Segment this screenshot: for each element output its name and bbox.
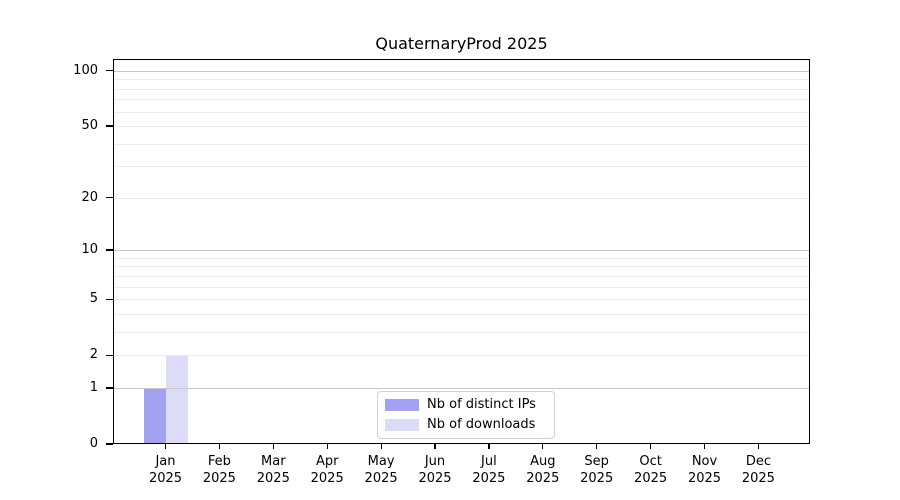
x-tick-month: Jun (424, 454, 446, 469)
y-tick-label: 5 (89, 291, 98, 307)
minor-gridline (113, 79, 810, 81)
y-tick-mark (106, 249, 113, 251)
chart-title: QuaternaryProd 2025 (375, 34, 548, 53)
y-tick-mark (106, 443, 113, 445)
x-tick-month: Feb (207, 454, 231, 469)
x-tick-year: 2025 (634, 471, 668, 486)
plot-area (113, 59, 810, 444)
x-tick-label-jul: Jul 2025 (457, 453, 521, 487)
x-tick-mark (326, 444, 328, 449)
y-tick-label: 1 (89, 379, 98, 395)
y-tick-label: 100 (73, 62, 98, 78)
minor-gridline (113, 299, 810, 301)
x-tick-year: 2025 (202, 471, 236, 486)
x-tick-month: Dec (745, 454, 771, 469)
minor-gridline (113, 197, 810, 199)
y-tick-mark (106, 197, 113, 199)
minor-gridline (113, 88, 810, 90)
legend-label-distinct-ips: Nb of distinct IPs (427, 397, 536, 412)
minor-gridline (113, 257, 810, 259)
x-tick-label-jun: Jun 2025 (403, 453, 467, 487)
x-tick-label-apr: Apr 2025 (295, 453, 359, 487)
y-tick-mark (106, 70, 113, 72)
x-tick-label-sep: Sep 2025 (565, 453, 629, 487)
minor-gridline (113, 99, 810, 101)
x-tick-mark (380, 444, 382, 449)
legend: Nb of distinct IPs Nb of downloads (377, 391, 555, 439)
x-tick-label-oct: Oct 2025 (619, 453, 683, 487)
x-tick-label-jan: Jan 2025 (134, 453, 198, 487)
minor-gridline (113, 355, 810, 357)
x-tick-year: 2025 (256, 471, 290, 486)
x-tick-mark (434, 444, 436, 449)
minor-gridline (113, 126, 810, 128)
minor-gridline (113, 143, 810, 145)
x-tick-month: Mar (261, 454, 286, 469)
minor-gridline (113, 286, 810, 288)
x-tick-label-nov: Nov 2025 (673, 453, 737, 487)
x-tick-mark (650, 444, 652, 449)
minor-gridline (113, 313, 810, 315)
x-tick-label-may: May 2025 (349, 453, 413, 487)
y-tick-mark (106, 387, 113, 389)
x-tick-year: 2025 (364, 471, 398, 486)
y-tick-label: 50 (81, 118, 98, 134)
legend-swatch-downloads (385, 419, 419, 431)
y-tick-mark (106, 354, 113, 356)
x-tick-year: 2025 (310, 471, 344, 486)
x-tick-mark (703, 444, 706, 449)
minor-gridline (113, 111, 810, 113)
minor-gridline (113, 275, 810, 277)
minor-gridline (113, 331, 810, 333)
legend-swatch-distinct-ips (385, 399, 419, 411)
x-tick-month: May (367, 454, 395, 469)
x-tick-mark (164, 444, 167, 449)
x-tick-mark (272, 444, 274, 449)
x-tick-label-dec: Dec 2025 (726, 453, 790, 487)
y-tick-label: 20 (81, 189, 98, 205)
x-tick-month: Sep (584, 454, 609, 469)
y-tick-mark (106, 298, 113, 300)
x-tick-label-feb: Feb 2025 (187, 453, 251, 487)
y-tick-label: 2 (89, 347, 98, 363)
x-tick-month: Nov (691, 454, 718, 469)
x-tick-year: 2025 (687, 471, 722, 486)
bar-downloads (165, 355, 188, 444)
x-tick-year: 2025 (418, 471, 452, 486)
legend-label-downloads: Nb of downloads (427, 417, 536, 432)
x-tick-month: Apr (315, 454, 339, 469)
x-tick-month: Jan (155, 454, 176, 469)
x-tick-mark (757, 444, 760, 449)
y-tick-label: 0 (89, 436, 98, 451)
x-tick-year: 2025 (526, 471, 560, 486)
x-tick-label-mar: Mar 2025 (241, 453, 305, 487)
y-tick-label: 10 (81, 242, 98, 258)
x-tick-year: 2025 (580, 471, 614, 486)
x-tick-mark (596, 444, 598, 449)
bar-distinct-ips (143, 387, 166, 444)
x-tick-mark (542, 444, 544, 449)
x-tick-label-aug: Aug 2025 (511, 453, 575, 487)
x-tick-mark (218, 444, 221, 449)
x-tick-month: Aug (530, 454, 556, 469)
x-tick-year: 2025 (741, 471, 775, 486)
minor-gridline (113, 166, 810, 168)
x-tick-year: 2025 (472, 471, 506, 486)
y-tick-mark (106, 125, 113, 127)
minor-gridline (113, 266, 810, 268)
legend-item-downloads: Nb of downloads (385, 415, 554, 435)
x-tick-mark (488, 444, 490, 449)
major-gridline (113, 387, 810, 389)
x-tick-year: 2025 (148, 471, 183, 486)
major-gridline (113, 70, 810, 72)
x-tick-month: Oct (639, 454, 662, 469)
legend-item-distinct-ips: Nb of distinct IPs (385, 395, 554, 415)
major-gridline (113, 250, 810, 252)
x-tick-month: Jul (481, 454, 497, 469)
